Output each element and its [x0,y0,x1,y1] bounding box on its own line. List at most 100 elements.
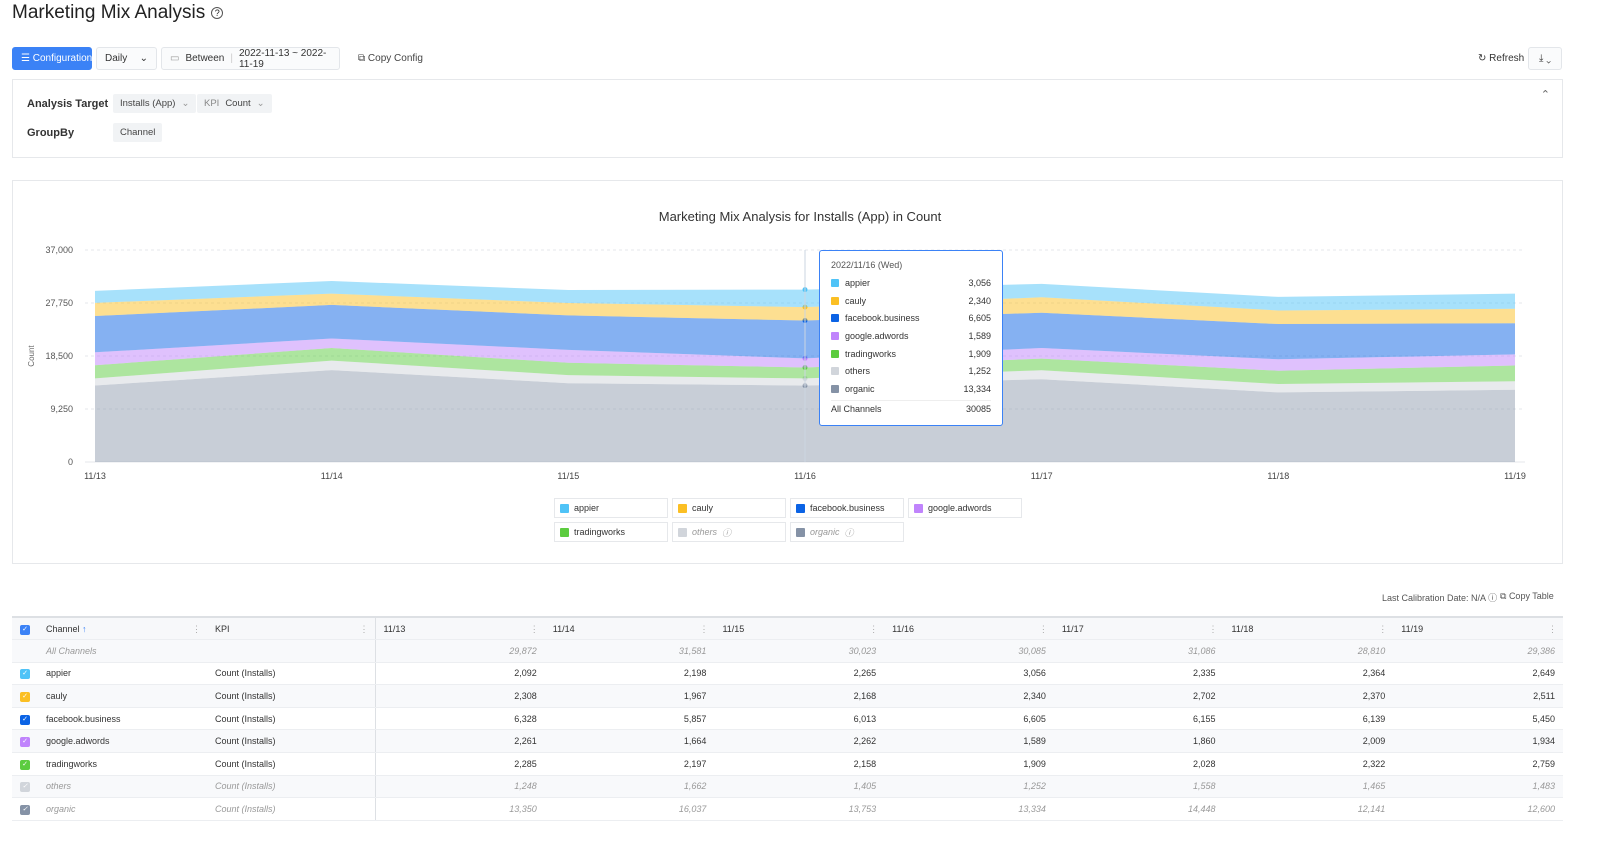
row-checkbox[interactable]: ✓ [20,692,30,703]
x-tick-label: 11/19 [1504,471,1526,481]
tooltip-row: others 1,252 [831,362,991,380]
table-cell: cauly [38,684,208,708]
area-tradingworks [95,348,1515,385]
select-all-checkbox[interactable]: ✓ [12,617,38,641]
swatch-icon [796,527,805,537]
y-tick-label: 9,250 [50,404,73,414]
table-cell: 6,013 [714,707,885,731]
configuration-button[interactable]: ☰ Configuration [12,47,92,70]
tooltip-row: organic 13,334 [831,380,991,398]
table-cell: Count (Installs) [207,775,376,799]
table-cell: 2,322 [1223,752,1394,776]
column-header[interactable]: 11/17 ⋮ [1053,617,1224,641]
table-cell: 2,265 [714,662,885,686]
table-cell: 12,600 [1393,797,1563,821]
legend-item-facebook-business[interactable]: facebook.business [790,498,904,518]
period-select[interactable]: Daily ⌄ [96,47,157,70]
table-cell: 2,340 [884,684,1054,708]
table-row[interactable]: ✓ facebook.business Count (Installs) 6,328 5… [12,707,1563,731]
legend-item-tradingworks[interactable]: tradingworks [554,522,668,542]
table-cell: 11/15 [722,623,745,634]
sort-asc-icon[interactable]: ↑ [82,623,87,634]
table-cell: 2,308 [374,684,545,708]
table-cell: 29,872 [374,639,545,663]
table-cell: Count (Installs) [207,684,376,708]
date-range-picker[interactable]: ▭ Between | 2022-11-13 ~ 2022-11-19 [161,47,340,70]
table-row[interactable]: ✓ others Count (Installs) 1,248 1,662 1,405 1,… [12,775,1563,799]
column-menu-icon[interactable]: ⋮ [1208,623,1218,634]
y-axis-label: Count [27,345,36,367]
table-cell: others [38,775,208,799]
column-menu-icon[interactable]: ⋮ [1548,623,1557,634]
column-menu-icon[interactable]: ⋮ [1378,623,1388,634]
column-menu-icon[interactable]: ⋮ [359,623,369,634]
row-checkbox[interactable]: ✓ [20,737,30,748]
legend-item-google-adwords[interactable]: google.adwords [908,498,1022,518]
chart-legend: appier cauly facebook.business google.adwor… [554,498,1024,542]
table-cell: 1,589 [884,729,1054,754]
tooltip-row: facebook.business 6,605 [831,309,991,327]
refresh-button[interactable]: ↻ Refresh [1478,53,1525,64]
y-tick-label: 0 [68,457,73,467]
config-panel: ⌃ Analysis Target Installs (App) ⌄ KPI Cou… [12,79,1563,158]
stacked-area-chart: 0 9,250 18,500 27,750 37,000 Count 11/13 11/14 1… [27,245,1526,481]
table-cell: 12,141 [1223,797,1394,821]
copy-table-button[interactable]: ⧉ Copy Table [1500,591,1554,601]
column-menu-icon[interactable]: ⋮ [192,623,202,634]
column-header[interactable]: 11/14 ⋮ [544,617,715,641]
column-header[interactable]: KPI ⋮ [207,617,376,641]
table-cell: 2,649 [1393,662,1563,686]
table-cell: 2,168 [714,684,885,708]
table-row[interactable]: ✓ tradingworks Count (Installs) 2,285 2,197 2… [12,752,1563,776]
legend-item-others[interactable]: others ⓘ [672,522,786,542]
tooltip-date: 2022/11/16 (Wed) [831,260,903,270]
area-google-adwords [95,338,1515,371]
help-icon[interactable]: ? [211,6,224,19]
column-header[interactable]: 11/13 ⋮ [374,617,545,641]
table-cell: 2,285 [374,752,545,776]
row-checkbox[interactable]: ✓ [20,669,30,680]
row-checkbox[interactable]: ✓ [20,759,30,770]
table-cell: 3,056 [884,662,1054,686]
column-header[interactable]: Channel ↑ ⋮ [38,617,208,641]
column-menu-icon[interactable]: ⋮ [529,623,539,634]
table-cell: 14,448 [1053,797,1224,821]
table-cell: tradingworks [38,752,208,776]
table-row[interactable]: ✓ google.adwords Count (Installs) 2,261 1,66… [12,729,1563,754]
table-cell: 13,753 [714,797,885,821]
legend-item-appier[interactable]: appier [554,498,668,518]
row-checkbox[interactable]: ✓ [20,782,30,793]
chart-tooltip: 2022/11/16 (Wed) appier 3,056 cauly 2,340 fa… [819,250,1003,426]
column-header[interactable]: 11/16 ⋮ [884,617,1054,641]
table-cell: 6,328 [374,707,545,731]
swatch-icon [796,503,805,513]
table-row[interactable]: ✓ appier Count (Installs) 2,092 2,198 2,265 3,… [12,662,1563,686]
table-cell: 11/13 [383,623,406,634]
table-cell: 29,386 [1393,639,1563,663]
swatch-icon [831,331,839,340]
row-checkbox[interactable]: ✓ [20,805,30,816]
column-header[interactable]: 11/15 ⋮ [714,617,885,641]
table-cell: 2,009 [1223,729,1394,754]
target-select[interactable]: Installs (App) ⌄ [113,94,197,113]
legend-item-cauly[interactable]: cauly [672,498,786,518]
collapse-icon[interactable]: ⌃ [1540,89,1550,101]
column-menu-icon[interactable]: ⋮ [1038,623,1048,634]
groupby-chip[interactable]: Channel [113,123,163,142]
table-row[interactable]: ✓ organic Count (Installs) 13,350 16,037 13,7… [12,797,1563,821]
table-cell: 16,037 [544,797,715,821]
column-header[interactable]: 11/19 ⋮ [1393,617,1563,641]
column-menu-icon[interactable]: ⋮ [699,623,709,634]
column-menu-icon[interactable]: ⋮ [869,623,879,634]
table-cell: Channel [46,623,80,634]
download-button[interactable]: ⤓ ⌄ [1528,47,1562,70]
row-checkbox[interactable]: ✓ [20,714,30,725]
legend-item-organic[interactable]: organic ⓘ [790,522,904,542]
kpi-select[interactable]: KPI Count ⌄ [197,94,272,113]
table-cell: 28,810 [1223,639,1394,663]
table-cell: 13,334 [884,797,1054,821]
table-cell: 1,465 [1223,775,1394,799]
column-header[interactable]: 11/18 ⋮ [1223,617,1394,641]
table-row[interactable]: ✓ cauly Count (Installs) 2,308 1,967 2,168 2,3… [12,684,1563,708]
copy-config-button[interactable]: ⧉ Copy Config [358,53,423,64]
